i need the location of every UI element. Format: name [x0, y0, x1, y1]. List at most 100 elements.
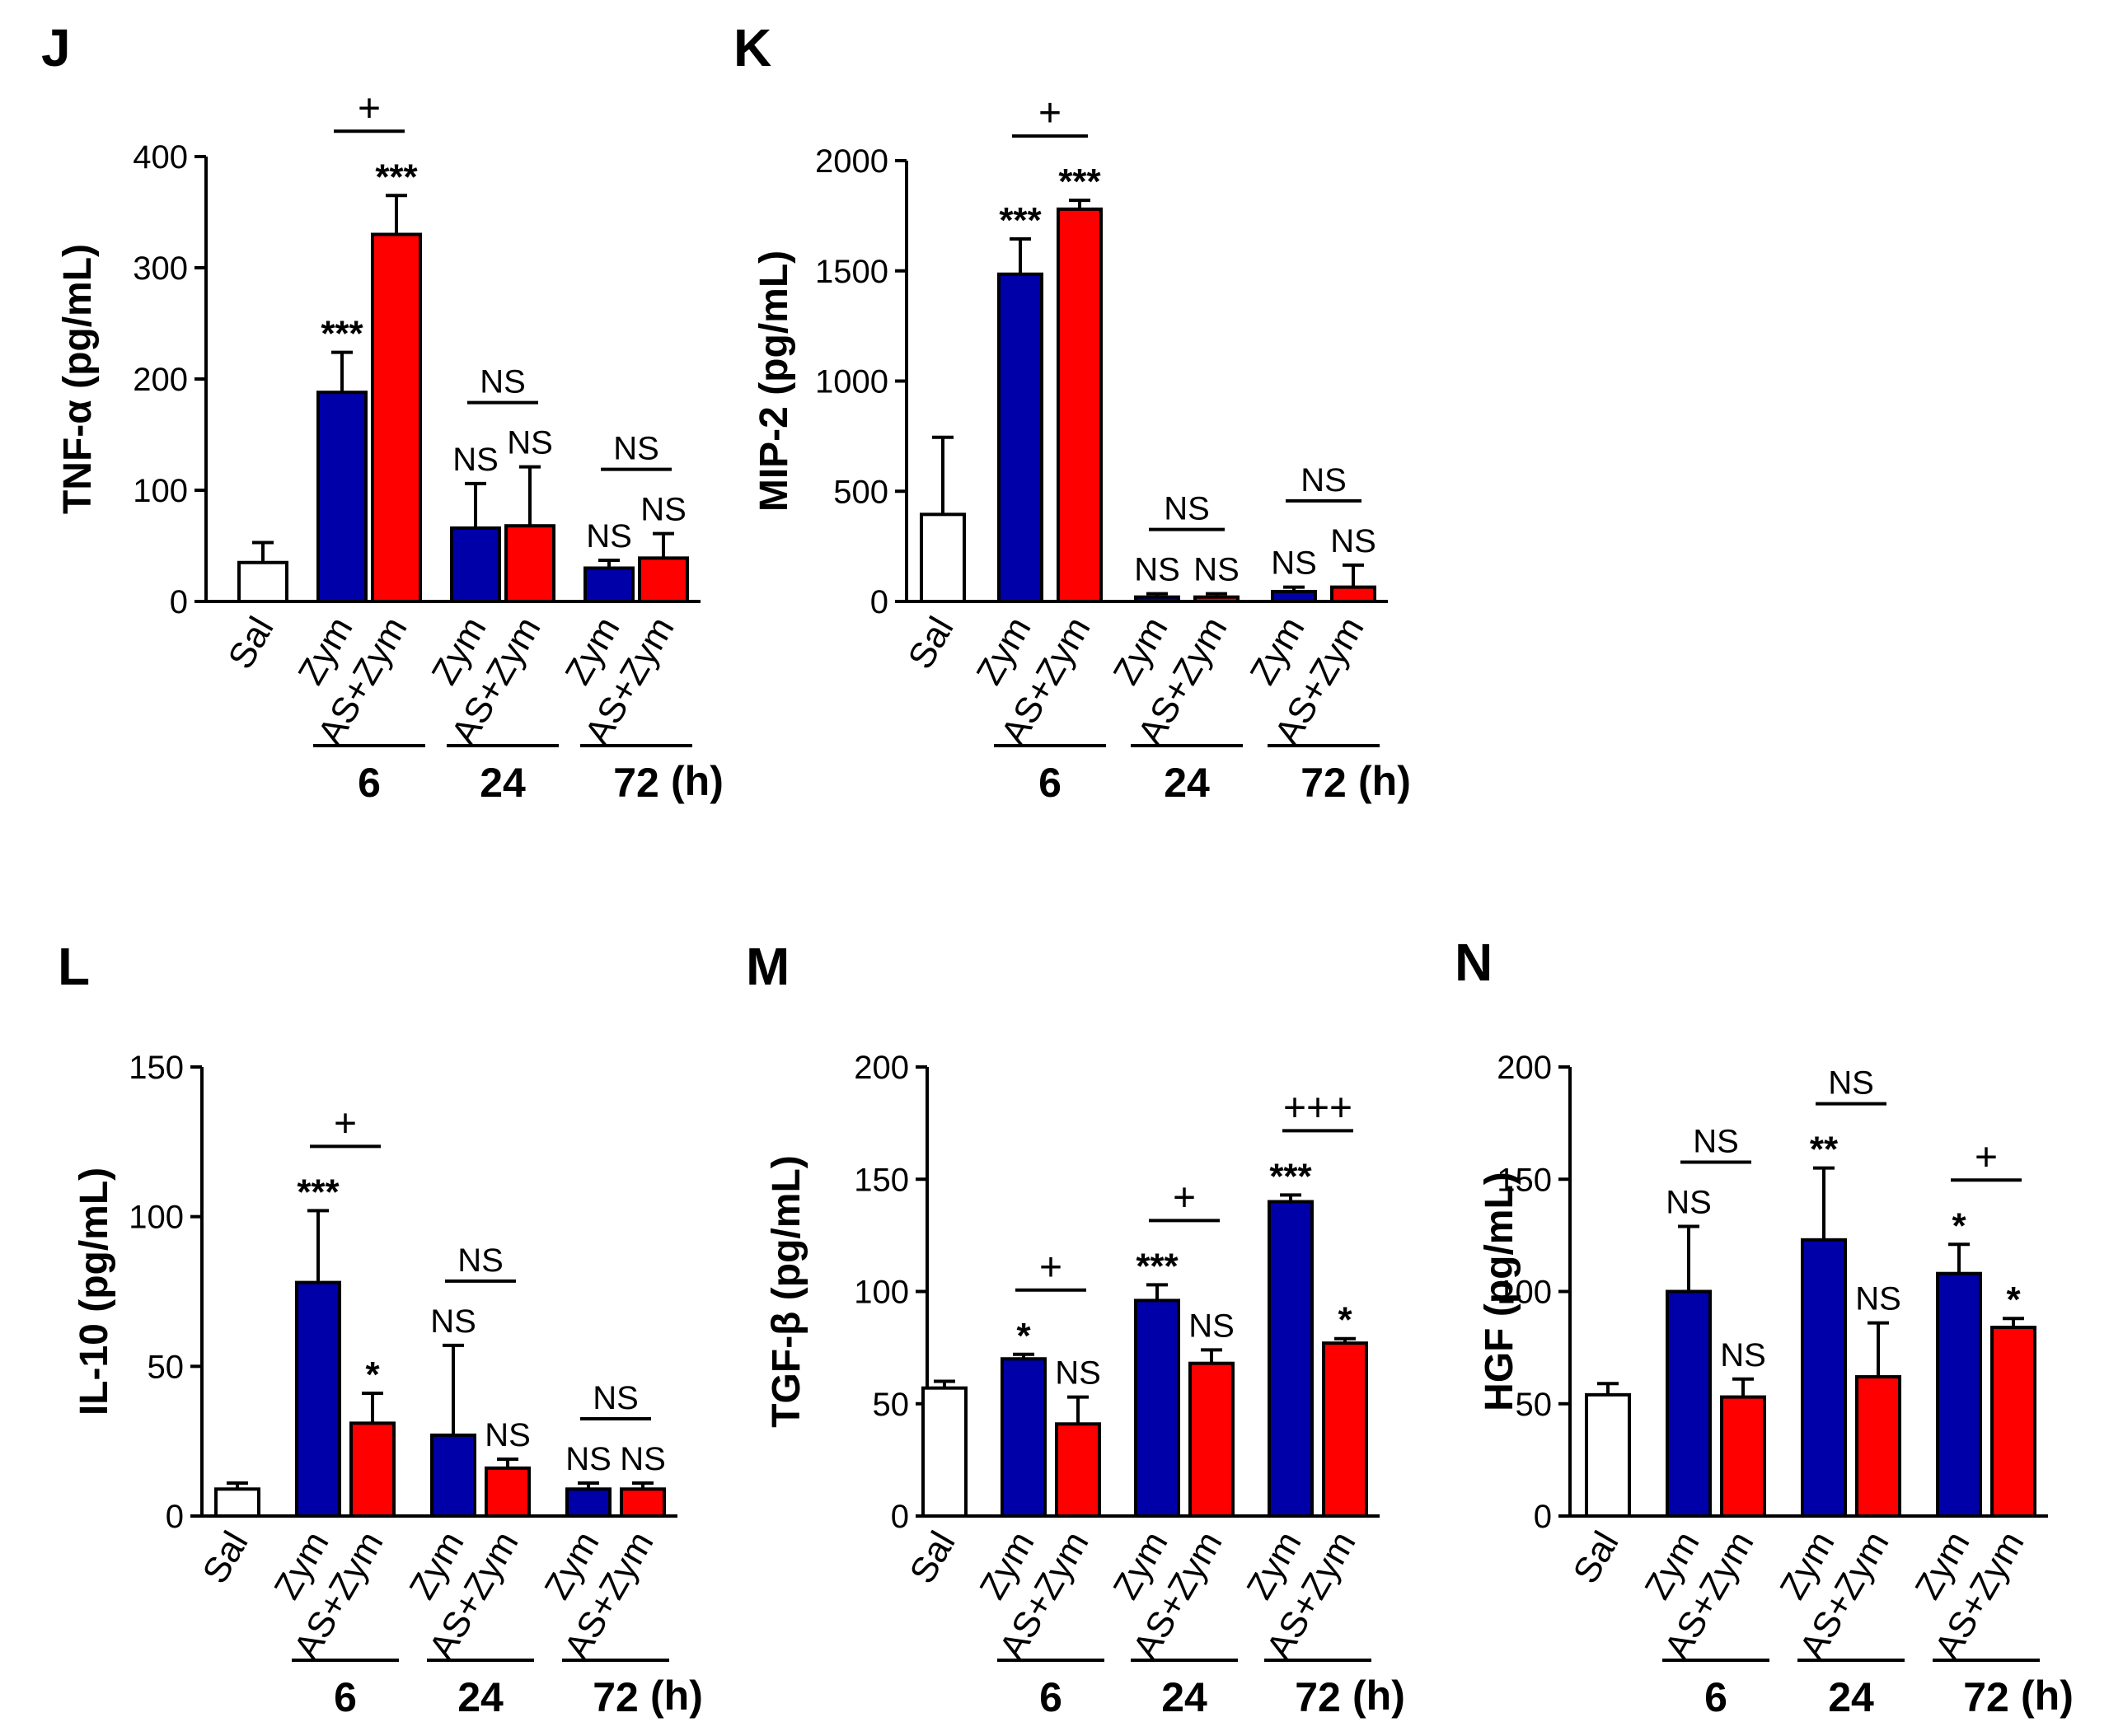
y-tick-label: 0	[870, 584, 888, 620]
significance-label: ***	[1269, 1156, 1312, 1196]
time-group-label: 72	[1295, 1674, 1341, 1720]
time-group-label: 24	[457, 1674, 504, 1720]
panel-l: LIL-10 (pg/mL)050100150Sal***Zym*AS+ZymN…	[58, 937, 703, 1720]
significance-label: NS	[1193, 552, 1240, 588]
significance-label: NS	[1855, 1281, 1901, 1317]
y-tick-label: 150	[129, 1050, 184, 1086]
y-tick-label: 0	[170, 584, 188, 620]
y-axis-label: TNF-α (pg/mL)	[56, 244, 100, 514]
time-group-label: 24	[1164, 760, 1210, 806]
y-tick-label: 500	[833, 474, 888, 510]
significance-label: NS	[1055, 1355, 1101, 1392]
significance-label: ***	[321, 314, 363, 354]
bar-sal	[1585, 1392, 1631, 1518]
comparison-label: NS	[593, 1380, 639, 1416]
significance-label: NS	[1666, 1184, 1712, 1220]
y-tick-label: 50	[148, 1349, 185, 1385]
significance-label: *	[2006, 1280, 2021, 1320]
bar-zym	[316, 391, 368, 604]
y-tick-label: 100	[133, 473, 188, 509]
significance-label: ***	[1058, 161, 1101, 202]
time-group-label: 72	[593, 1674, 639, 1720]
comparison-label: NS	[1301, 462, 1347, 498]
y-tick-label: 100	[854, 1275, 909, 1311]
time-group-label: 6	[334, 1674, 357, 1720]
y-tick-label: 150	[1497, 1162, 1552, 1198]
bar-zym	[430, 1433, 476, 1518]
bar-sal	[921, 1386, 968, 1518]
significance-label: NS	[430, 1303, 476, 1340]
bar-as	[1193, 595, 1240, 604]
significance-label: ***	[375, 157, 418, 197]
significance-label: *	[1338, 1300, 1352, 1341]
y-axis-label: HGF (pg/mL)	[1478, 1172, 1521, 1411]
panel-letter: J	[41, 18, 71, 77]
comparison-label: NS	[1164, 491, 1210, 527]
y-tick-label: 0	[1534, 1499, 1552, 1535]
y-tick-label: 150	[854, 1162, 909, 1198]
y-tick-label: 0	[166, 1499, 184, 1535]
significance-label: NS	[1134, 552, 1180, 588]
time-group-label: 72	[1301, 760, 1347, 806]
comparison-label: +	[1173, 1176, 1196, 1219]
comparison-label: NS	[457, 1242, 504, 1279]
y-tick-label: 300	[133, 250, 188, 287]
y-axis-label: TGF-β (pg/mL)	[765, 1155, 808, 1428]
time-group-label: 24	[1828, 1674, 1874, 1720]
significance-label: ***	[297, 1172, 340, 1212]
bar-zym	[295, 1280, 341, 1518]
bar-as	[1188, 1361, 1235, 1518]
time-unit-label: (h)	[1352, 1673, 1405, 1719]
bar-zym	[565, 1487, 612, 1518]
significance-label: NS	[1720, 1337, 1766, 1373]
time-unit-label: (h)	[1358, 758, 1411, 804]
significance-label: NS	[1330, 523, 1376, 559]
panel-letter: L	[58, 937, 90, 996]
bar-zym	[1936, 1271, 1982, 1518]
y-tick-label: 200	[854, 1050, 909, 1086]
comparison-label: NS	[1693, 1123, 1739, 1159]
time-group-label: 72	[613, 760, 659, 806]
significance-label: NS	[620, 1441, 666, 1477]
time-group-label: 6	[1038, 760, 1062, 806]
y-tick-label: 0	[891, 1499, 909, 1535]
bar-as	[485, 1466, 531, 1518]
bar-zym	[1271, 589, 1317, 604]
significance-label: NS	[586, 518, 632, 554]
time-group-label: 24	[1161, 1674, 1207, 1720]
bar-as	[1330, 585, 1376, 603]
bar-zym	[1134, 1298, 1180, 1518]
comparison-label: +	[1039, 1246, 1062, 1289]
bar-as	[620, 1487, 666, 1518]
time-group-label: 6	[358, 760, 381, 806]
bar-sal	[214, 1487, 260, 1518]
y-tick-label: 100	[129, 1200, 184, 1236]
bar-zym	[450, 526, 501, 604]
significance-label: NS	[565, 1441, 612, 1477]
time-group-label: 6	[1039, 1674, 1062, 1720]
significance-label: NS	[1188, 1308, 1235, 1344]
panel-letter: N	[1455, 933, 1493, 992]
time-unit-label: (h)	[650, 1673, 703, 1719]
bar-as	[638, 556, 689, 603]
bar-as	[504, 524, 555, 604]
significance-label: NS	[452, 442, 499, 478]
time-group-label: 24	[480, 760, 526, 806]
comparison-label: +	[1975, 1135, 1998, 1179]
bar-as	[371, 232, 422, 603]
comparison-label: +	[358, 87, 381, 130]
bar-as	[1720, 1395, 1766, 1518]
comparison-label: NS	[480, 364, 526, 400]
y-axis-label: IL-10 (pg/mL)	[73, 1167, 116, 1415]
bar-zym	[1001, 1357, 1047, 1518]
significance-label: *	[1952, 1205, 1966, 1246]
time-unit-label: (h)	[2021, 1673, 2074, 1719]
y-tick-label: 200	[133, 362, 188, 398]
bar-zym	[1268, 1200, 1314, 1518]
category-label: Sal	[902, 1525, 963, 1591]
comparison-label: +	[1038, 91, 1062, 135]
significance-label: NS	[507, 425, 553, 461]
